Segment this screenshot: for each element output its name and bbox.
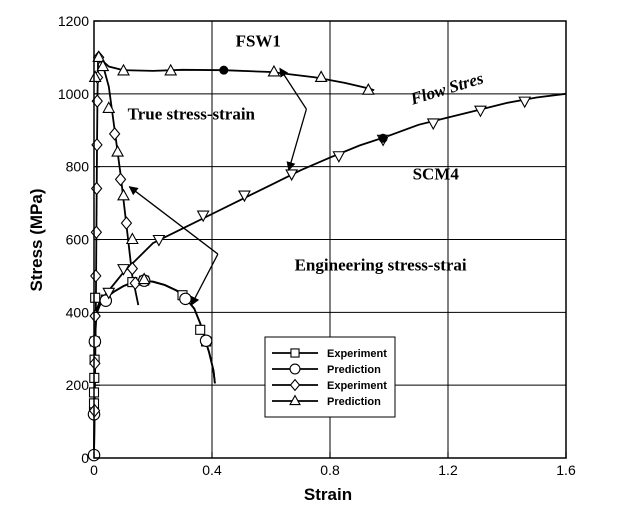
data-point-triangle-down	[117, 264, 130, 276]
data-point-triangle-up	[125, 232, 139, 245]
x-tick-label: 0.4	[202, 462, 222, 478]
annotation-arrows	[128, 67, 308, 306]
legend: Experiment Prediction Experiment Prediction	[264, 336, 396, 418]
legend-box	[264, 336, 396, 418]
data-point-triangle-up	[117, 188, 130, 201]
data-point-triangle-down	[238, 190, 251, 203]
data-point-triangle-up	[111, 144, 125, 157]
legend-marker-diamond	[289, 378, 301, 392]
highlight-point-scm4	[378, 133, 388, 143]
data-point-triangle-down	[196, 210, 210, 223]
annotation-arrow	[190, 253, 219, 306]
data-point-triangle-down	[332, 151, 346, 163]
data-point-triangle-up	[88, 70, 102, 82]
data-point-diamond	[126, 261, 139, 276]
x-tick-label: 0	[90, 462, 98, 478]
y-tick-label: 600	[66, 232, 90, 248]
y-tick-label: 1000	[58, 86, 89, 102]
plot-frame	[93, 20, 567, 459]
data-point-circle	[179, 292, 192, 306]
data-point-diamond	[89, 309, 101, 323]
data-point-triangle-up	[164, 63, 178, 76]
data-point-triangle-up	[92, 50, 106, 62]
data-point-circle	[88, 335, 102, 348]
legend-marker-circle	[289, 363, 301, 375]
data-point-diamond	[114, 172, 127, 187]
y-tick-label: 1200	[58, 13, 89, 29]
data-point-triangle-down	[518, 96, 532, 109]
highlight-point-fsw1	[219, 65, 229, 75]
y-tick-label: 0	[81, 450, 89, 466]
data-point-triangle-down	[152, 234, 166, 247]
annotation-arrow	[279, 67, 307, 110]
data-point-triangle-up	[137, 272, 151, 285]
y-tick-label: 200	[66, 377, 90, 393]
data-point-square	[90, 292, 101, 303]
data-point-diamond	[89, 356, 101, 371]
data-point-circle	[199, 334, 213, 348]
data-point-triangle-up	[117, 63, 130, 76]
y-tick-label: 400	[66, 304, 90, 320]
y-axis-title: Stress (MPa)	[27, 189, 46, 292]
data-point-triangle-up	[267, 64, 281, 77]
y-tick-label: 800	[66, 159, 90, 175]
data-point-diamond	[108, 127, 121, 141]
annotation-arrow	[128, 186, 219, 255]
x-tick-label: 1.6	[556, 462, 576, 478]
data-point-triangle-up	[314, 70, 328, 82]
data-point-triangle-down	[102, 287, 116, 300]
x-axis-title: Strain	[304, 485, 352, 504]
data-point-triangle-down	[474, 105, 487, 118]
data-point-triangle-up	[102, 101, 116, 113]
tick-labels: 0 0.4 0.8 1.2 1.6 0 200 400 600 800 1000 1200	[58, 13, 576, 478]
data-point-triangle-down	[426, 118, 440, 131]
x-tick-label: 1.2	[438, 462, 458, 478]
annotation-scm4: SCM4	[413, 164, 460, 183]
legend-marker-triangle-up	[289, 394, 301, 406]
annotation-fsw1: FSW1	[236, 31, 281, 50]
data-point-diamond	[129, 276, 142, 291]
grid	[93, 20, 567, 459]
x-tick-label: 0.8	[320, 462, 340, 478]
annotations: FSW1 True stress-strain Flow Stres SCM4 …	[128, 31, 486, 274]
annotation-true-stress-strain: True stress-strain	[128, 104, 256, 123]
data-point-square	[195, 324, 206, 335]
data-point-triangle-up	[96, 59, 110, 72]
data-point-diamond	[120, 216, 133, 230]
annotation-arrow	[286, 108, 308, 172]
legend-label: Experiment	[327, 380, 387, 392]
legend-label: Prediction	[327, 364, 381, 376]
data-point-triangle-up	[361, 83, 375, 95]
legend-label: Experiment	[327, 348, 387, 360]
legend-marker-square	[290, 348, 300, 358]
legend-label: Prediction	[327, 396, 381, 408]
annotation-engineering-stress-strain: Engineering stress-strai	[295, 255, 467, 274]
